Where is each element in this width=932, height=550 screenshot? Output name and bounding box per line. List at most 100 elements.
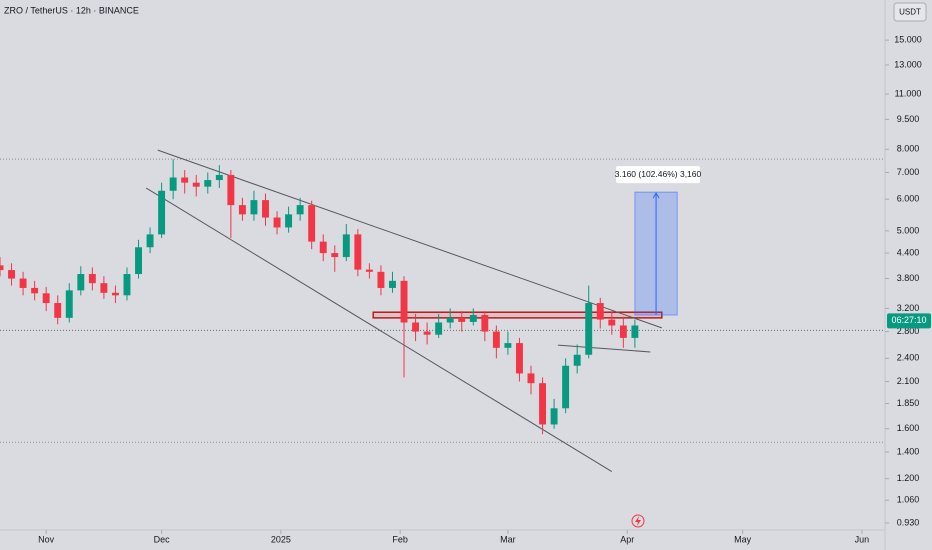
candle-body [169, 177, 177, 191]
candle-body [527, 373, 535, 384]
candle-body [88, 274, 96, 284]
trend-line [157, 149, 662, 329]
chart-title: ZRO / TetherUS · 12h · BINANCE [4, 5, 139, 15]
candle-body [308, 205, 316, 242]
candle-body [354, 234, 362, 270]
candle-body [250, 200, 258, 215]
candle-body [285, 214, 293, 228]
trend-line [557, 344, 651, 353]
candle-body [54, 303, 62, 318]
candle-body [377, 271, 385, 288]
x-tick-label: Dec [154, 534, 171, 544]
candle-body [0, 265, 4, 271]
y-tick-label: 7.000 [897, 167, 920, 177]
currency-button[interactable] [893, 2, 927, 22]
trend-line [145, 187, 613, 473]
candle-body [111, 292, 119, 296]
candle-body [158, 190, 166, 235]
candle-body [539, 383, 547, 425]
candle-body [562, 365, 570, 409]
candle-body [19, 278, 27, 288]
candle-body [446, 317, 454, 323]
y-tick-label: 15.000 [894, 35, 922, 45]
y-tick-label: 9.500 [897, 114, 920, 124]
candle-body [135, 247, 142, 275]
candle-body [65, 290, 73, 318]
x-tick-label: Mar [500, 534, 516, 544]
y-tick-label: 2.100 [897, 376, 920, 386]
event-icon[interactable] [631, 514, 645, 528]
candle-body [515, 343, 523, 374]
position-label-box [616, 166, 700, 184]
candle-body [342, 234, 350, 258]
candle-body [550, 408, 558, 425]
candle-body [204, 180, 212, 187]
y-tick-label: 6.000 [897, 194, 920, 204]
candle-body [469, 315, 477, 322]
x-tick-label: Nov [38, 534, 55, 544]
y-tick-label: 1.060 [897, 495, 920, 505]
x-tick-label: Jun [855, 534, 870, 544]
y-tick-label: 2.800 [897, 326, 920, 336]
countdown: 06:27:10 [891, 315, 926, 325]
y-tick-label: 2.400 [897, 353, 920, 363]
y-tick-label: 1.850 [897, 398, 920, 408]
candle-body [31, 287, 39, 294]
candle-body [77, 274, 85, 291]
candle-body [296, 205, 304, 215]
y-tick-label: 1.400 [897, 446, 920, 456]
candle-body [123, 274, 131, 296]
candle-body [273, 217, 281, 228]
y-tick-label: 0.930 [897, 517, 920, 527]
candle-body [458, 317, 466, 322]
candle-body [227, 174, 235, 206]
candle-body [631, 325, 639, 338]
position-label: 3.160 (102.46%) 3,160 [615, 169, 702, 179]
candle-body [262, 200, 269, 218]
candle-body [492, 331, 500, 348]
candle-body [365, 269, 373, 272]
candle-body [608, 319, 616, 326]
candle-body [42, 293, 50, 304]
candle-body [238, 205, 246, 215]
candle-body [585, 303, 593, 355]
event-icon-bolt [635, 516, 641, 526]
y-tick-label: 1.600 [897, 423, 920, 433]
x-tick-label: 2025 [271, 534, 291, 544]
y-tick-label: 13.000 [894, 59, 922, 69]
candle-body [192, 182, 200, 187]
candle-body [412, 322, 420, 332]
y-tick-label: 1.200 [897, 473, 920, 483]
candle-body [481, 315, 489, 332]
y-tick-label: 3.200 [897, 303, 920, 313]
x-tick-label: Feb [392, 534, 408, 544]
y-tick-label: 5.000 [897, 225, 920, 235]
y-tick-label: 4.400 [897, 247, 920, 257]
candle-body [8, 270, 16, 279]
countdown-box [887, 313, 931, 329]
x-tick-label: May [734, 534, 752, 544]
candle-body [423, 331, 431, 335]
candle-body [504, 343, 512, 348]
candle-body [215, 174, 223, 181]
candle-body [319, 241, 327, 254]
candle-body [573, 354, 581, 366]
candle-body [100, 283, 108, 293]
y-tick-label: 11.000 [895, 88, 922, 98]
y-tick-label: 3.800 [897, 273, 920, 283]
candle-body [596, 303, 604, 320]
candle-body [331, 253, 339, 258]
currency-label[interactable]: USDT [899, 8, 921, 17]
y-tick-label: 8.000 [897, 144, 920, 154]
candle-body [619, 325, 627, 338]
position-arrow-head [652, 192, 660, 199]
candle-body [181, 177, 189, 183]
candle-body [389, 280, 396, 288]
x-tick-label: Apr [620, 534, 634, 544]
candle-body [400, 280, 408, 323]
candle-body [146, 234, 154, 248]
candle-body [435, 322, 443, 335]
